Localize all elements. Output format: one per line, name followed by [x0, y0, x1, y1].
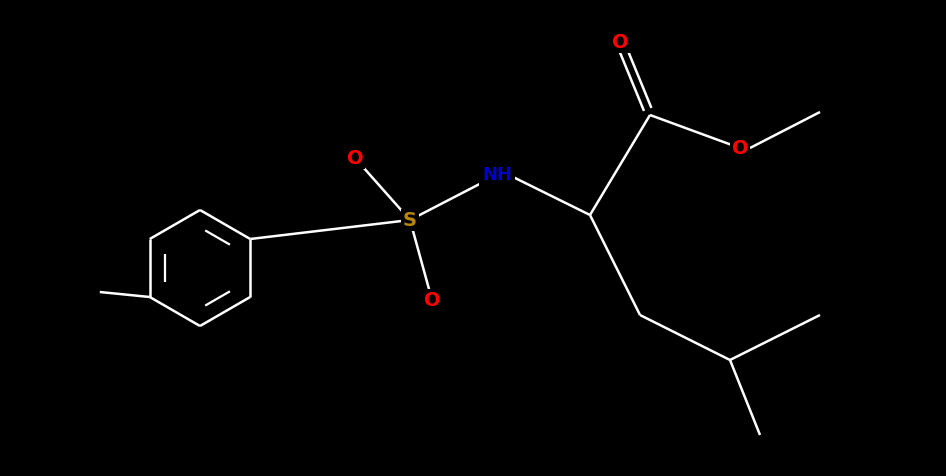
Text: O: O [612, 32, 628, 51]
Text: S: S [403, 210, 417, 229]
Text: O: O [731, 139, 748, 158]
Text: N: N [481, 166, 498, 185]
Text: H: H [491, 168, 503, 182]
Text: O: O [346, 149, 363, 168]
Text: NH: NH [482, 166, 512, 184]
Text: O: O [424, 290, 440, 309]
